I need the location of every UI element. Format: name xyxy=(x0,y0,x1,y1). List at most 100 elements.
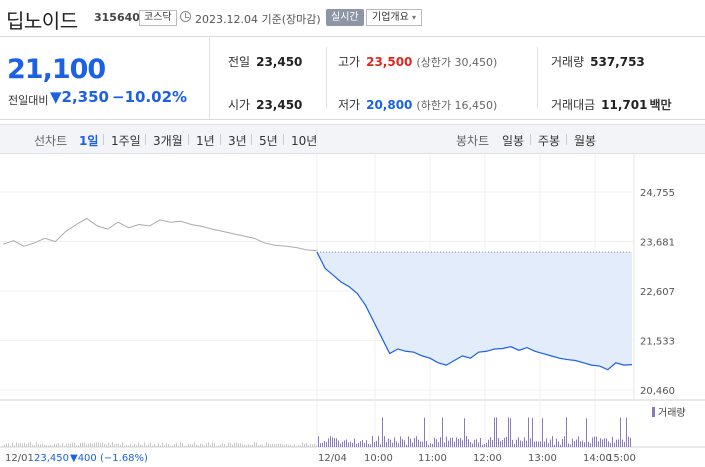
volume-bar xyxy=(122,442,123,447)
volume-bar xyxy=(200,443,201,447)
volume-bar xyxy=(562,439,563,447)
footer-pct: (−1.68%) xyxy=(100,453,148,464)
volume-bar xyxy=(622,439,623,447)
volume-bar xyxy=(578,436,579,447)
volume-bar xyxy=(388,438,389,447)
volume-bar xyxy=(360,441,361,447)
volume-bar xyxy=(530,438,531,447)
volume-bar xyxy=(366,440,367,447)
volume-bar xyxy=(276,443,277,447)
volume-bar xyxy=(174,443,175,447)
x-tick-label: 15:00 xyxy=(607,453,636,464)
tab-1year[interactable]: 1년 xyxy=(196,134,215,148)
volume-bar xyxy=(144,442,145,447)
tab-daily[interactable]: 일봉 xyxy=(502,134,525,148)
market-badge: 코스닥 xyxy=(139,10,177,26)
volume-legend-swatch xyxy=(652,407,655,417)
volume-bar xyxy=(86,443,87,447)
volume-bar xyxy=(488,439,489,447)
volume-bar xyxy=(504,437,505,447)
volume-bar xyxy=(102,442,103,447)
tab-monthly[interactable]: 월봉 xyxy=(574,134,597,148)
volume-bar xyxy=(92,443,93,447)
volume-bar xyxy=(228,442,229,447)
change-value: ▼2,350 xyxy=(50,88,109,106)
y-tick-label: 20,460 xyxy=(640,386,675,397)
volume-bar xyxy=(550,439,551,447)
volume-bar xyxy=(182,443,183,447)
volume-bar xyxy=(94,442,95,447)
volume-bar xyxy=(452,437,453,447)
volume-bar xyxy=(96,442,97,447)
volume-bar xyxy=(106,444,107,447)
open-value: 23,450 xyxy=(256,98,303,112)
volume-bar xyxy=(430,443,431,447)
high-value: 23,500 xyxy=(366,55,413,69)
volume-bar xyxy=(268,443,269,447)
volume-bar xyxy=(554,444,555,447)
volume-bar xyxy=(474,439,475,447)
volume-bar xyxy=(180,442,181,447)
y-axis-labels: 24,755 23,681 22,607 21,533 20,460 xyxy=(640,188,675,397)
tab-10year[interactable]: 10년 xyxy=(291,134,318,148)
volume-bar xyxy=(536,441,537,447)
volume-bar xyxy=(434,437,435,447)
volume-bar xyxy=(492,440,493,447)
volume-bar xyxy=(518,437,519,447)
volume-bar xyxy=(418,439,419,447)
volume-bar xyxy=(472,443,473,447)
volume-bar xyxy=(146,445,147,447)
volume-bar xyxy=(460,438,461,447)
volume-bar xyxy=(604,438,605,447)
volume-bar xyxy=(104,444,105,447)
volume-bar xyxy=(198,445,199,447)
volume-bar xyxy=(254,442,255,447)
volume-bar xyxy=(98,442,99,447)
y-tick-label: 23,681 xyxy=(640,238,675,249)
volume-bar xyxy=(152,445,153,447)
volume-bar xyxy=(500,441,501,447)
price-chart[interactable]: 24,755 23,681 22,607 21,533 20,460 12/01 12/0… xyxy=(0,154,705,467)
volume-bar xyxy=(358,443,359,447)
volume-bar xyxy=(168,443,169,447)
volume-bar xyxy=(232,444,233,447)
volume-bar xyxy=(238,443,239,447)
volume-bar xyxy=(154,443,155,447)
volume-bar xyxy=(432,443,433,447)
tab-5year[interactable]: 5년 xyxy=(259,134,278,148)
volume-bar xyxy=(12,442,13,447)
volume-bar xyxy=(386,442,387,447)
volume-bar xyxy=(240,443,241,447)
volume-bar xyxy=(364,442,365,447)
volume-bar xyxy=(350,441,351,447)
volume-bar xyxy=(398,443,399,447)
volume-bar xyxy=(526,440,527,447)
tab-3year[interactable]: 3년 xyxy=(228,134,247,148)
volume-bar xyxy=(266,442,267,447)
volume-bar xyxy=(486,442,487,447)
tab-1day[interactable]: 1일 xyxy=(79,134,99,148)
tab-3month[interactable]: 3개월 xyxy=(153,134,183,148)
volume-bar xyxy=(204,445,205,447)
tab-weekly[interactable]: 주봉 xyxy=(538,134,561,148)
volume-bar xyxy=(346,439,347,447)
price-summary: 21,100 전일대비 ▼2,350 −10.02% 전일 23,450 시가 23… xyxy=(0,36,705,120)
volume-bar xyxy=(160,445,161,447)
realtime-button[interactable]: 실시간 xyxy=(326,9,364,26)
volume-bar xyxy=(256,442,257,447)
volume-bar xyxy=(126,444,127,447)
volume-bar xyxy=(606,438,607,447)
stock-header: 딥노이드 315640 코스닥 2023.12.04 기준(장마감) 실시간 기… xyxy=(0,0,705,36)
volume-bar xyxy=(544,441,545,447)
volume-bar xyxy=(344,440,345,447)
y-tick-label: 21,533 xyxy=(640,337,675,348)
volume-bar xyxy=(72,442,73,447)
tab-1week[interactable]: 1주일 xyxy=(111,134,141,148)
divider xyxy=(537,47,538,109)
volume-bar xyxy=(150,442,151,447)
company-overview-dropdown[interactable]: 기업개요 ▾ xyxy=(366,9,423,26)
volume-bar xyxy=(76,445,77,447)
volume-bar xyxy=(374,441,375,447)
volume-bar xyxy=(482,444,483,447)
